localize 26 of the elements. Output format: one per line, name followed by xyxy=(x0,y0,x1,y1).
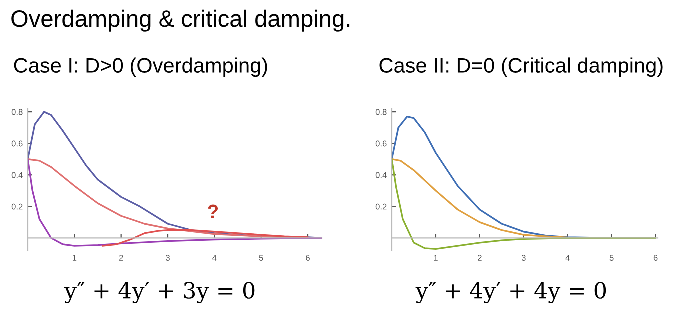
annotation: ? xyxy=(208,204,218,218)
x-tick-label: 3 xyxy=(522,255,526,261)
x-axis-title: y″ + 4y′ + 4y = 0 xyxy=(416,282,606,304)
y-tick-label: 0.2 xyxy=(376,204,387,210)
text: Overdamping & critical damping. xyxy=(12,10,350,32)
y-tick-label: 0.4 xyxy=(376,172,387,178)
x-tick-label: 6 xyxy=(654,255,658,261)
y-tick-label: 0.6 xyxy=(12,140,23,147)
x-tick-label: 4 xyxy=(566,255,570,261)
x-tick-label: 5 xyxy=(259,255,264,261)
x-tick-label: 1 xyxy=(72,255,77,261)
x-tick-label: 4 xyxy=(212,255,217,261)
x-axis-title: y″ + 4y′ + 3y = 0 xyxy=(64,282,255,304)
x-tick-label: 1 xyxy=(434,255,438,261)
x-tick-label: 2 xyxy=(119,255,124,261)
x-tick-label: 2 xyxy=(478,255,482,261)
chart-title: Case II: D=0 (Critical damping) xyxy=(380,58,663,78)
y-tick-label: 0.8 xyxy=(12,109,23,116)
y-tick-label: 0.6 xyxy=(376,140,387,147)
y-tick-label: 0.8 xyxy=(376,109,387,116)
x-tick-label: 3 xyxy=(166,255,170,261)
chart-title: Case I: D>0 (Overdamping) xyxy=(14,58,268,78)
x-tick-label: 5 xyxy=(610,255,614,261)
x-tick-label: 6 xyxy=(306,255,310,261)
y-tick-label: 0.4 xyxy=(12,172,23,178)
y-tick-label: 0.2 xyxy=(12,204,23,210)
